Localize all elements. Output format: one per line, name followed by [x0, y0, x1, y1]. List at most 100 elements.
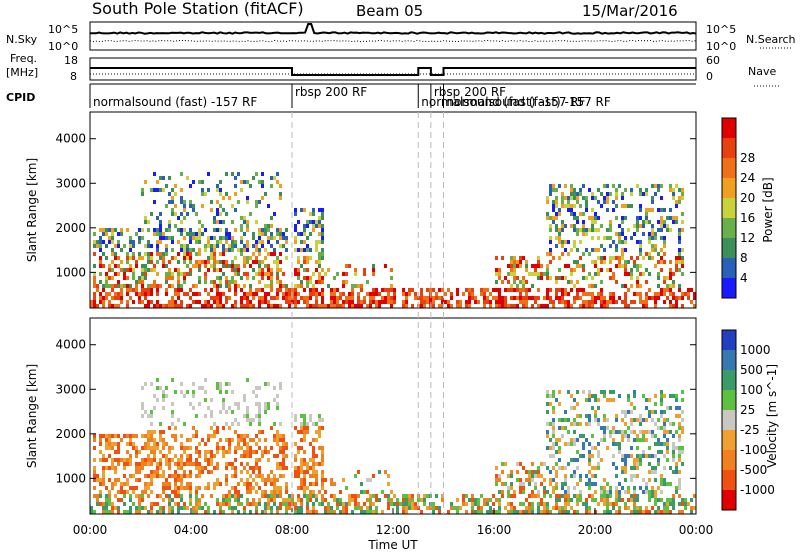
heatmap-cell: [420, 498, 423, 502]
heatmap-cell: [552, 506, 555, 510]
heatmap-cell: [216, 260, 219, 264]
heatmap-cell: [162, 236, 165, 240]
heatmap-cell: [99, 442, 102, 446]
heatmap-cell: [552, 486, 555, 490]
heatmap-cell: [153, 430, 156, 434]
heatmap-cell: [183, 216, 186, 220]
heatmap-cell: [303, 256, 306, 260]
heatmap-cell: [315, 220, 318, 224]
heatmap-cell: [624, 204, 627, 208]
heatmap-cell: [237, 438, 240, 442]
heatmap-cell: [144, 462, 147, 466]
heatmap-cell: [162, 454, 165, 458]
heatmap-cell: [570, 196, 573, 200]
heatmap-cell: [576, 458, 579, 462]
heatmap-cell: [387, 474, 390, 478]
heatmap-cell: [168, 272, 171, 276]
heatmap-cell: [234, 498, 237, 502]
heatmap-cell: [243, 248, 246, 252]
heatmap-cell: [183, 244, 186, 248]
heatmap-cell: [426, 296, 429, 300]
heatmap-cell: [153, 470, 156, 474]
heatmap-cell: [288, 304, 291, 308]
heatmap-cell: [171, 276, 174, 280]
heatmap-cell: [651, 430, 654, 434]
heatmap-cell: [276, 304, 279, 308]
heatmap-cell: [120, 486, 123, 490]
heatmap-cell: [300, 478, 303, 482]
heatmap-cell: [555, 398, 558, 402]
heatmap-cell: [102, 470, 105, 474]
heatmap-cell: [261, 300, 264, 304]
heatmap-cell: [564, 184, 567, 188]
heatmap-cell: [345, 296, 348, 300]
heatmap-cell: [315, 454, 318, 458]
heatmap-cell: [639, 192, 642, 196]
heatmap-cell: [234, 470, 237, 474]
heatmap-cell: [645, 406, 648, 410]
heatmap-cell: [573, 422, 576, 426]
heatmap-cell: [267, 450, 270, 454]
heatmap-cell: [666, 228, 669, 232]
heatmap-cell: [366, 490, 369, 494]
heatmap-cell: [582, 276, 585, 280]
heatmap-cell: [660, 474, 663, 478]
heatmap-cell: [507, 304, 510, 308]
heatmap-cell: [450, 506, 453, 510]
heatmap-cell: [432, 288, 435, 292]
heatmap-cell: [237, 422, 240, 426]
heatmap-cell: [585, 196, 588, 200]
heatmap-cell: [93, 272, 96, 276]
heatmap-cell: [642, 304, 645, 308]
heatmap-cell: [618, 442, 621, 446]
heatmap-cell: [270, 216, 273, 220]
heatmap-cell: [579, 304, 582, 308]
heatmap-cell: [681, 228, 684, 232]
xtick-label: 00:00: [679, 523, 714, 537]
heatmap-cell: [150, 434, 153, 438]
heatmap-cell: [345, 486, 348, 490]
heatmap-cell: [372, 296, 375, 300]
heatmap-cell: [570, 184, 573, 188]
heatmap-cell: [168, 284, 171, 288]
heatmap-cell: [243, 510, 246, 514]
heatmap-cell: [666, 288, 669, 292]
heatmap-cell: [243, 482, 246, 486]
heatmap-cell: [144, 490, 147, 494]
heatmap-cell: [600, 300, 603, 304]
heatmap-cell: [546, 410, 549, 414]
heatmap-cell: [258, 240, 261, 244]
heatmap-cell: [198, 486, 201, 490]
heatmap-cell: [342, 502, 345, 506]
heatmap-cell: [573, 284, 576, 288]
heatmap-cell: [153, 446, 156, 450]
heatmap-cell: [165, 462, 168, 466]
heatmap-cell: [561, 276, 564, 280]
heatmap-cell: [213, 486, 216, 490]
heatmap-cell: [372, 502, 375, 506]
heatmap-cell: [117, 446, 120, 450]
heatmap-cell: [321, 240, 324, 244]
heatmap-cell: [141, 462, 144, 466]
heatmap-cell: [201, 224, 204, 228]
heatmap-cell: [624, 240, 627, 244]
heatmap-cell: [654, 394, 657, 398]
heatmap-cell: [678, 260, 681, 264]
heatmap-cell: [588, 188, 591, 192]
heatmap-cell: [183, 462, 186, 466]
heatmap-cell: [597, 272, 600, 276]
heatmap-cell: [222, 292, 225, 296]
heatmap-cell: [216, 498, 219, 502]
heatmap-cell: [480, 292, 483, 296]
heatmap-cell: [609, 486, 612, 490]
heatmap-cell: [594, 482, 597, 486]
heatmap-cell: [633, 264, 636, 268]
heatmap-cell: [141, 236, 144, 240]
heatmap-cell: [126, 510, 129, 514]
heatmap-cell: [198, 402, 201, 406]
heatmap-cell: [246, 434, 249, 438]
heatmap-cell: [255, 442, 258, 446]
heatmap-cell: [273, 438, 276, 442]
heatmap-cell: [348, 264, 351, 268]
heatmap-cell: [309, 494, 312, 498]
